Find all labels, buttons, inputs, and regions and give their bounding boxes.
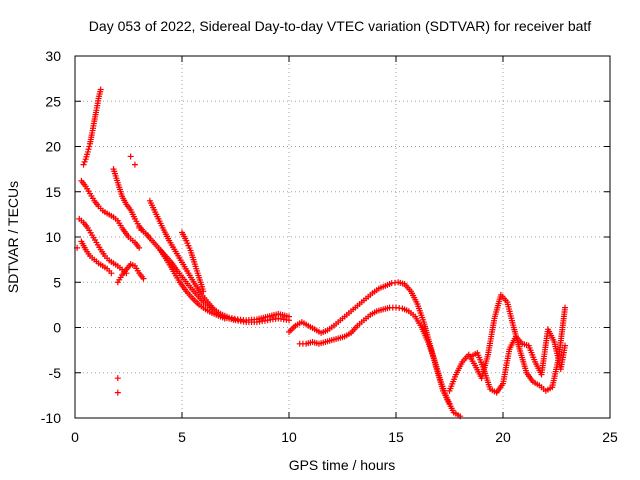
series-track-f (114, 261, 147, 286)
data-point (80, 161, 87, 168)
series-track-b (78, 177, 143, 251)
series-track-i (157, 247, 228, 322)
data-point (200, 288, 207, 295)
data-point (221, 315, 228, 322)
x-tick-label: 20 (495, 429, 511, 445)
y-axis-label: SDTVAR / TECUs (5, 181, 21, 293)
data-point (97, 86, 104, 93)
x-tick-label: 10 (281, 429, 297, 445)
y-tick-label: 0 (53, 320, 61, 336)
data-point (562, 304, 569, 311)
y-tick-label: 10 (45, 229, 61, 245)
data-points (74, 86, 569, 420)
data-point (136, 244, 143, 251)
series-track-d (78, 238, 115, 277)
x-tick-label: 0 (71, 429, 79, 445)
data-point (81, 158, 88, 165)
data-point (286, 313, 292, 320)
data-point (231, 315, 238, 322)
x-tick-label: 5 (178, 429, 186, 445)
x-axis-label: GPS time / hours (289, 457, 396, 473)
data-point (226, 314, 233, 321)
series-track-m (446, 291, 569, 394)
y-tick-label: 5 (53, 274, 61, 290)
data-point (114, 389, 121, 396)
data-point (85, 146, 92, 153)
chart-title: Day 053 of 2022, Sidereal Day-to-day VTE… (89, 18, 592, 34)
data-point (108, 270, 115, 277)
series-track-l (296, 304, 464, 420)
data-point (86, 143, 93, 150)
y-tick-label: 30 (45, 48, 61, 64)
series-track-j (179, 229, 207, 295)
plot-frame (74, 55, 611, 419)
y-tick-label: -10 (41, 410, 61, 426)
data-point (140, 275, 147, 282)
data-point (228, 315, 235, 322)
series-outliers (74, 153, 138, 396)
data-point (131, 161, 138, 168)
y-tick-label: 20 (45, 139, 61, 155)
data-point (84, 148, 91, 155)
data-point (562, 342, 569, 349)
x-tick-label: 15 (388, 429, 404, 445)
grid (75, 56, 610, 418)
series-track-n (467, 326, 569, 396)
y-tick-label: 25 (45, 93, 61, 109)
series-track-e (110, 166, 151, 239)
series-track-a (80, 86, 104, 168)
data-point (114, 375, 121, 382)
tick-labels: 0 5 10 15 20 25 -10 -5 0 5 10 15 20 25 30 (41, 48, 618, 445)
data-point (127, 153, 134, 160)
y-tick-label: 15 (45, 184, 61, 200)
x-tick-label: 25 (602, 429, 618, 445)
y-tick-label: -5 (49, 365, 62, 381)
